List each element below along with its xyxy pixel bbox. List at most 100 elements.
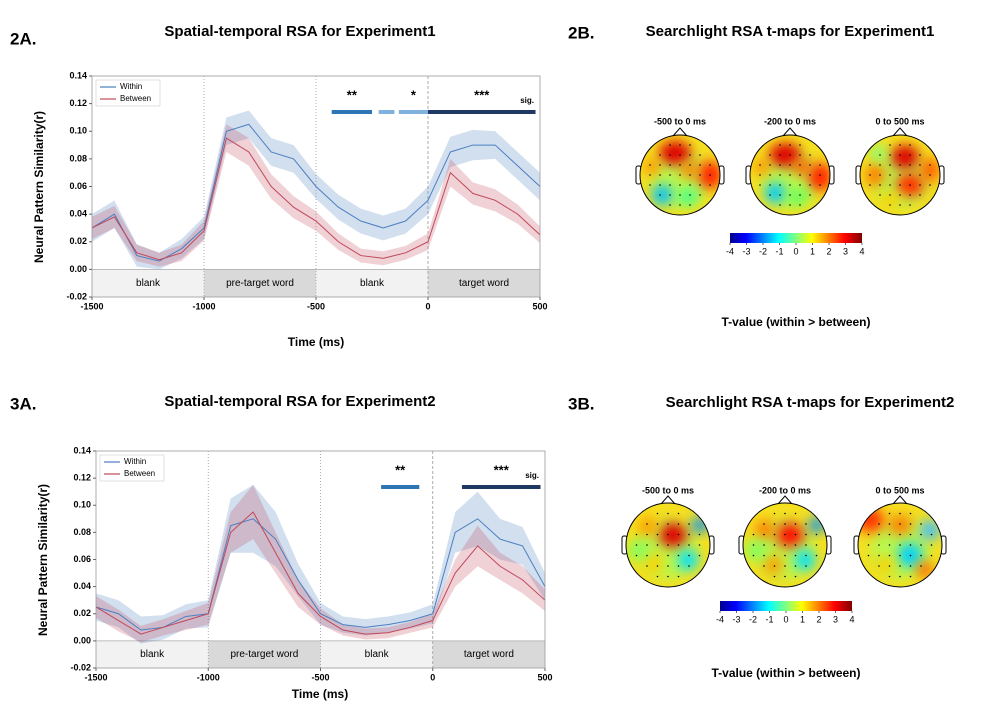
y-tick-label: 0.14 [73, 445, 91, 455]
electrode [763, 554, 765, 557]
chart-title: Searchlight RSA t-maps for Experiment1 [646, 23, 935, 40]
legend-box [95, 79, 161, 107]
electrode [794, 575, 797, 578]
electrode [667, 575, 669, 578]
electrode [667, 554, 669, 557]
electrode [879, 174, 881, 176]
electrode [909, 154, 911, 156]
electrode [879, 164, 881, 166]
electrode [899, 144, 901, 146]
colorbar-tick-label: 4 [859, 246, 864, 256]
electrode [773, 523, 776, 525]
electrode [779, 154, 781, 156]
electrode [789, 154, 791, 156]
electrode [888, 523, 891, 525]
region [428, 269, 540, 297]
electrode [659, 154, 661, 156]
electrode [698, 544, 701, 546]
head-map [858, 503, 942, 587]
electrode [794, 565, 797, 567]
electrode [799, 204, 801, 206]
electrode [930, 544, 933, 546]
electrode [667, 544, 669, 546]
error-band [96, 484, 545, 643]
electrode [799, 194, 801, 196]
region-label: pre-target word [226, 278, 294, 289]
head-nose [660, 495, 676, 505]
region-label: pre-target word [230, 649, 298, 660]
electrode [752, 533, 755, 536]
electrode [779, 194, 781, 196]
y-tick-label: 0.08 [73, 527, 91, 537]
x-tick-label: -500 [311, 672, 329, 682]
electrode [899, 164, 901, 166]
electrode [909, 533, 912, 536]
x-tick-label: 0 [430, 672, 435, 682]
electrode [819, 184, 821, 186]
electrode [899, 554, 901, 557]
head-map [743, 503, 827, 587]
electrode [809, 154, 811, 156]
electrode [656, 565, 659, 567]
electrode [677, 575, 680, 578]
electrode [899, 154, 901, 156]
electrode [799, 164, 801, 166]
x-tick-label: -1000 [197, 672, 220, 682]
region-label: blank [140, 649, 165, 660]
electrode [779, 174, 781, 176]
error-band [96, 484, 545, 644]
electrode [646, 565, 648, 567]
electrode [867, 544, 870, 546]
head-nose [777, 495, 793, 505]
electrode [819, 164, 821, 166]
electrode [688, 523, 690, 525]
head-outline [857, 502, 943, 588]
electrode [899, 204, 901, 206]
electrode [930, 554, 933, 557]
head-map [626, 503, 710, 587]
electrode [679, 174, 681, 176]
electrode [794, 512, 797, 515]
electrode [667, 523, 669, 525]
colorbar-tick-label: 0 [783, 614, 788, 624]
electrode [889, 144, 891, 146]
electrode [909, 565, 912, 567]
electrode [920, 523, 922, 525]
y-tick-label: -0.02 [66, 291, 87, 301]
electrode [763, 544, 765, 546]
electrode [635, 533, 638, 536]
electrode [646, 533, 648, 536]
electrode [779, 204, 781, 206]
electrode [819, 174, 821, 176]
electrode [889, 184, 891, 186]
map-blob [754, 159, 770, 175]
electrode [789, 204, 791, 206]
region [204, 269, 316, 297]
electrode [784, 554, 786, 557]
electrode [773, 544, 776, 546]
colorbar [720, 601, 852, 611]
electrode [899, 174, 901, 176]
map-blob [858, 508, 884, 532]
map-blob [888, 515, 912, 535]
y-tick-label: 0.10 [73, 500, 91, 510]
electrode [689, 174, 691, 176]
electrode [794, 523, 797, 525]
electrode [909, 184, 911, 186]
head-outline [625, 502, 711, 588]
electrode [888, 533, 891, 536]
electrode [677, 565, 680, 567]
electrode [899, 194, 901, 196]
colorbar-tick-label: 2 [816, 614, 821, 624]
electrode [669, 164, 671, 166]
electrode [909, 174, 911, 176]
electrode [699, 184, 701, 186]
electrode [779, 184, 781, 186]
electrode [646, 544, 648, 546]
electrode [656, 512, 659, 515]
colorbar-tick-label: -4 [716, 614, 724, 624]
electrode [769, 194, 771, 196]
electrode [669, 144, 671, 146]
electrode [709, 164, 711, 166]
region [92, 269, 204, 297]
